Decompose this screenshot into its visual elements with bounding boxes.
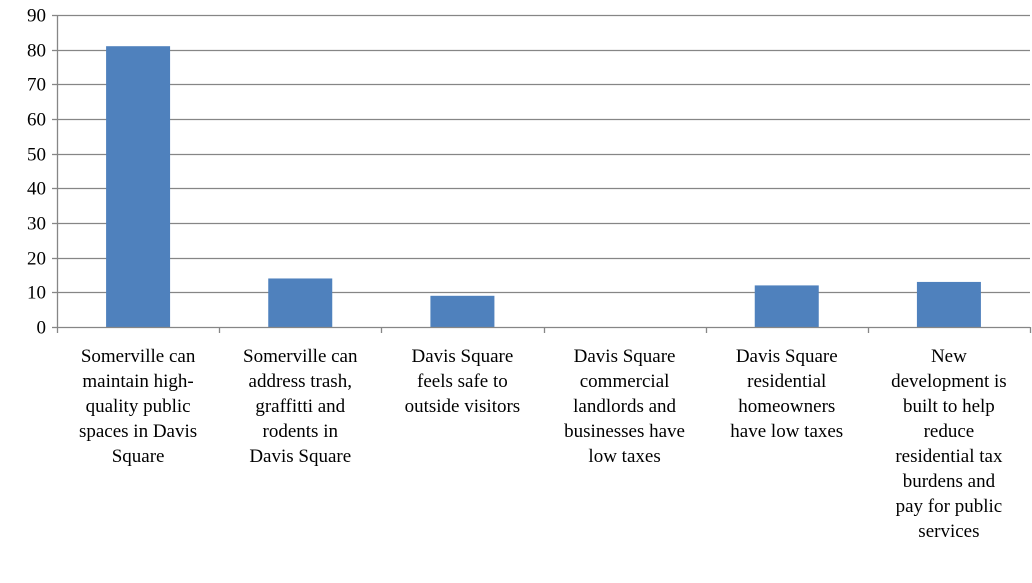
x-tick-label-5-line-2: built to help xyxy=(902,396,995,417)
x-tick-label-5-line-7: services xyxy=(918,521,980,542)
x-tick-label-3-line-3: businesses have xyxy=(564,421,685,442)
x-tick-label-1-line-4: Davis Square xyxy=(249,446,352,467)
x-tick-label-1-line-0: Somerville can xyxy=(243,346,358,367)
y-tick-label-60: 60 xyxy=(27,110,46,131)
bar-4 xyxy=(754,285,819,327)
x-tick-label-5-line-5: burdens and xyxy=(902,471,996,492)
x-tick-label-5-line-3: reduce xyxy=(923,421,975,442)
x-tick-label-4-line-3: have low taxes xyxy=(730,421,844,442)
y-tick-label-20: 20 xyxy=(27,249,46,270)
x-tick-label-2-line-1: feels safe to xyxy=(417,371,508,392)
x-tick-label-4: Davis Square residential homeowners have lo… xyxy=(702,344,872,444)
bar-5 xyxy=(916,281,981,327)
x-tick-label-2-line-2: outside visitors xyxy=(404,396,521,417)
x-tick-label-0-line-1: maintain high- xyxy=(82,371,194,392)
x-tick-label-2: Davis Square feels safe to outside visitor… xyxy=(377,344,547,419)
bar-1 xyxy=(268,278,333,327)
x-tick-label-0-line-4: Square xyxy=(111,446,165,467)
x-tick-label-0-line-3: spaces in Davis xyxy=(78,421,198,442)
x-tick-label-1-line-1: address trash, xyxy=(248,371,352,392)
x-tick-label-5-line-1: development is xyxy=(891,371,1007,392)
y-tick-label-70: 70 xyxy=(27,75,46,96)
x-tick-label-3-line-0: Davis Square xyxy=(573,346,676,367)
bar-0 xyxy=(106,46,171,327)
x-tick-label-4-line-1: residential xyxy=(747,371,827,392)
y-tick-label-40: 40 xyxy=(27,179,46,200)
x-tick-label-5-line-0: New xyxy=(930,346,967,367)
x-tick-label-0: Somerville can maintain high-quality publ… xyxy=(53,344,223,469)
x-tick-label-3-line-4: low taxes xyxy=(588,446,661,467)
y-tick-label-50: 50 xyxy=(27,145,46,166)
x-tick-label-2-line-0: Davis Square xyxy=(411,346,514,367)
y-tick-label-80: 80 xyxy=(27,41,46,62)
x-tick-label-3-line-1: commercial xyxy=(579,371,670,392)
x-tick-label-5-line-4: residential tax xyxy=(895,446,1003,467)
x-tick-label-1-line-3: rodents in xyxy=(262,421,338,442)
x-tick-label-4-line-2: homeowners xyxy=(738,396,836,417)
x-tick-label-1-line-2: graffitti and xyxy=(255,396,346,417)
x-tick-label-0-line-2: quality public xyxy=(85,396,191,417)
x-tick-label-1: Somerville can address trash, graffitti an… xyxy=(215,344,385,469)
x-tick-label-5-line-6: pay for public xyxy=(895,496,1003,517)
y-tick-label-10: 10 xyxy=(27,283,46,304)
x-tick-label-3-line-2: landlords and xyxy=(573,396,677,417)
y-tick-label-90: 90 xyxy=(27,6,46,27)
bar-2 xyxy=(430,295,495,327)
x-tick-label-4-line-0: Davis Square xyxy=(735,346,838,367)
x-tick-label-0-line-0: Somerville can xyxy=(80,346,196,367)
x-tick-label-3: Davis Square commercial landlords and busin… xyxy=(540,344,710,469)
y-tick-label-0: 0 xyxy=(37,318,47,339)
x-tick-label-5: New development is built to help reduce resi… xyxy=(864,344,1032,544)
y-tick-label-30: 30 xyxy=(27,214,46,235)
